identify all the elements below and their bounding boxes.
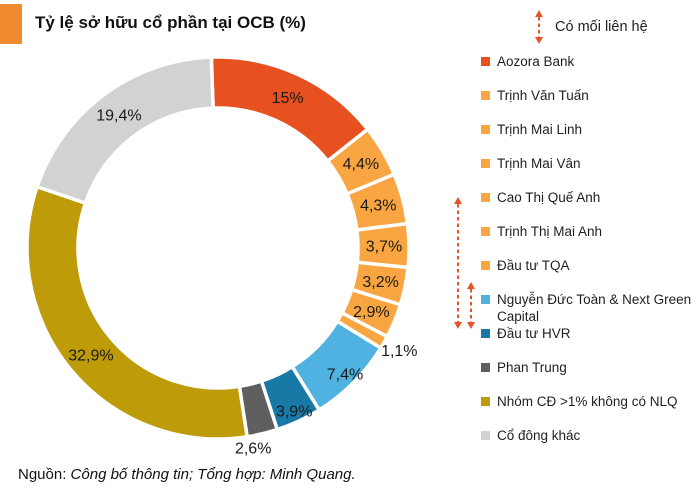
- legend-item-label: Đầu tư HVR: [497, 326, 571, 341]
- donut-slice: [289, 318, 384, 413]
- legend-swatch: [481, 397, 490, 406]
- legend-swatch: [481, 431, 490, 440]
- legend-item: Trịnh Mai Vân: [481, 155, 698, 173]
- legend-swatch: [481, 193, 490, 202]
- donut-slice: [209, 55, 371, 164]
- slice-label: 32,9%: [68, 347, 113, 364]
- slice-label: 4,3%: [360, 197, 396, 214]
- legend-swatch: [481, 57, 490, 66]
- legend-item: Phan Trung: [481, 359, 698, 377]
- legend-item-label: Nguyễn Đức Toàn & Next Green Capital: [497, 292, 692, 324]
- legend-item: Nhóm CĐ >1% không có NLQ: [481, 393, 698, 411]
- legend-items: Aozora Bank Trịnh Văn Tuấn Trịnh Mai Linh T…: [470, 53, 698, 445]
- donut-slice: [354, 221, 411, 270]
- slice-label: 3,2%: [362, 274, 398, 291]
- double-arrow-icon-glyph: [535, 10, 543, 44]
- legend-item-label: Nhóm CĐ >1% không có NLQ: [497, 394, 678, 409]
- donut-slice: [259, 364, 322, 432]
- donut-slice: [34, 55, 215, 206]
- legend-item: Aozora Bank: [481, 53, 698, 71]
- legend-item-label: Cao Thị Quế Anh: [497, 190, 601, 205]
- legend-note: Có mối liên hệ: [534, 8, 698, 46]
- donut-slice: [237, 378, 280, 439]
- slice-label: 1,1%: [381, 343, 417, 360]
- source-note: Nguồn: Công bố thông tin; Tổng hợp: Minh…: [18, 466, 356, 483]
- legend-item: Cổ đông khác: [481, 427, 698, 445]
- legend-item-label: Trịnh Văn Tuấn: [497, 88, 589, 103]
- slice-label: 3,9%: [276, 404, 312, 421]
- legend-swatch: [481, 261, 490, 270]
- slice-label: 7,4%: [327, 367, 363, 384]
- legend-item: Đầu tư HVR: [481, 325, 698, 343]
- legend-item: Trịnh Mai Linh: [481, 121, 698, 139]
- source-prefix: Nguồn:: [18, 466, 67, 483]
- donut-slice: [344, 171, 410, 233]
- donut-slice: [339, 287, 403, 339]
- legend-swatch: [481, 125, 490, 134]
- legend-swatch: [481, 295, 490, 304]
- donut-slice: [349, 260, 410, 307]
- legend-item-label: Cổ đông khác: [497, 428, 581, 443]
- slice-label: 2,6%: [235, 441, 271, 458]
- chart-title: Tỷ lệ sở hữu cổ phần tại OCB (%): [35, 13, 306, 32]
- relationship-arrow-long: [454, 197, 462, 329]
- donut-slice: [334, 310, 390, 351]
- slice-label: 19,4%: [96, 107, 141, 124]
- legend-item-label: Trịnh Thị Mai Anh: [497, 224, 603, 239]
- legend-item: Trịnh Thị Mai Anh: [481, 223, 698, 241]
- slice-label: 4,4%: [343, 156, 379, 173]
- legend-swatch: [481, 329, 490, 338]
- donut-slice: [325, 126, 397, 197]
- legend-item: Trịnh Văn Tuấn: [481, 87, 698, 105]
- legend-item-label: Đầu tư TQA: [497, 258, 570, 273]
- legend-item: Cao Thị Quế Anh: [481, 189, 698, 207]
- legend-item-label: Phan Trung: [497, 360, 567, 375]
- legend-swatch: [481, 159, 490, 168]
- legend-item-label: Trịnh Mai Linh: [497, 122, 583, 137]
- donut-slice: [25, 184, 250, 441]
- legend: Có mối liên hệ Aozora Bank Trịnh Văn Tuấn…: [470, 8, 698, 461]
- title-accent-bar: [0, 4, 22, 44]
- legend-item: Nguyễn Đức Toàn & Next Green Capital: [481, 291, 698, 324]
- legend-swatch: [481, 363, 490, 372]
- double-arrow-icon: [535, 10, 543, 44]
- source-text: Công bố thông tin; Tổng hợp: Minh Quang.: [70, 466, 356, 483]
- legend-note-label: Có mối liên hệ: [555, 19, 648, 35]
- legend-swatch: [481, 91, 490, 100]
- legend-item: Đầu tư TQA: [481, 257, 698, 275]
- slice-label: 15%: [272, 90, 304, 107]
- slice-label: 2,9%: [353, 304, 389, 321]
- legend-item-label: Aozora Bank: [497, 54, 575, 69]
- legend-item-label: Trịnh Mai Vân: [497, 156, 581, 171]
- slice-label: 3,7%: [366, 238, 402, 255]
- legend-swatch: [481, 227, 490, 236]
